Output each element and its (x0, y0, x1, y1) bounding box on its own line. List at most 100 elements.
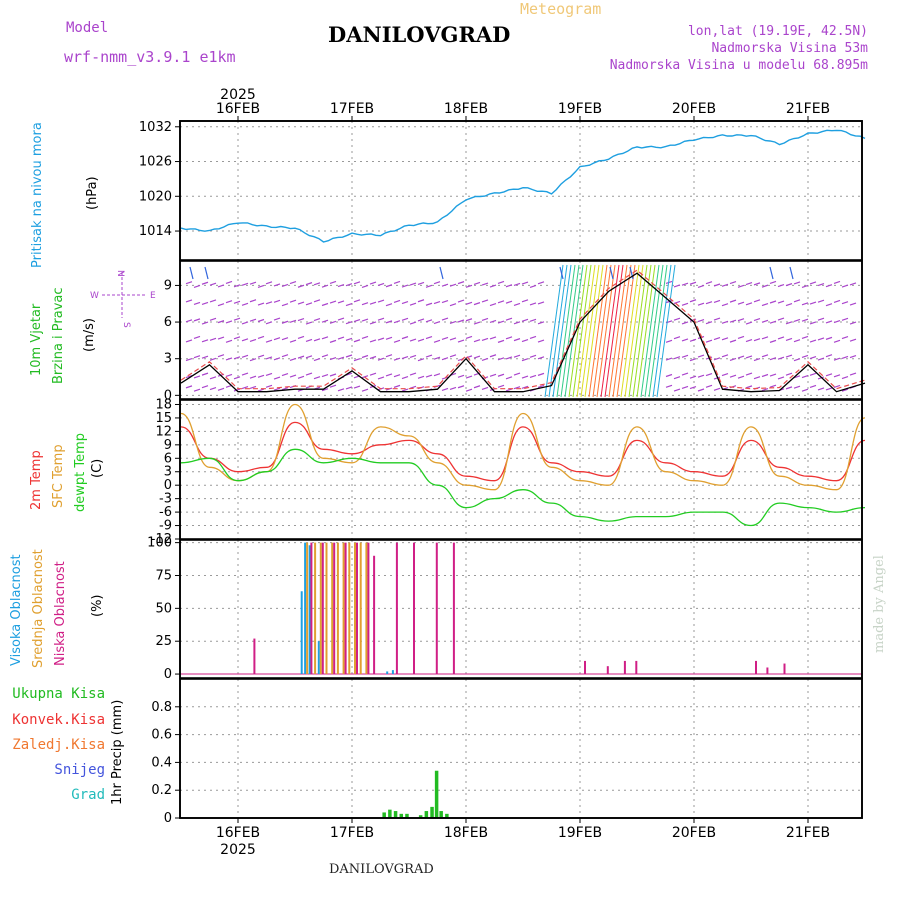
y-tick-label: 0 (164, 388, 172, 403)
wind-arrow (745, 385, 753, 389)
wind-arrow (513, 354, 521, 358)
wind-arrow (465, 375, 473, 379)
model-label: Model (66, 20, 109, 36)
wind-arrow (817, 299, 825, 303)
wind-arrow-down (629, 266, 634, 280)
wind-arrow (281, 303, 289, 307)
wind-arrow (505, 284, 513, 288)
wind-arrow (417, 318, 425, 322)
wind-arrow (305, 355, 313, 359)
legend-konvek-kisa: Konvek.Kisa (12, 712, 105, 728)
wind-arrow (769, 300, 777, 304)
wind-arrow (233, 317, 241, 321)
wind-arrow (721, 337, 729, 341)
wind-arrow (849, 321, 857, 325)
wind-arrow (353, 385, 361, 389)
wind-arrow (385, 373, 393, 377)
wind-arrow (745, 338, 753, 343)
year-label-top: 2025 (220, 87, 256, 103)
wind-arrow (289, 357, 297, 361)
y-tick-label: 0 (164, 478, 172, 493)
wind-arrow (761, 388, 769, 392)
y-tick-label: 0.6 (151, 728, 172, 743)
wind-arrow (841, 301, 849, 305)
wind-arrow (193, 388, 201, 392)
y-tick-label: 18 (155, 397, 172, 412)
wind-arrow-down (789, 266, 794, 280)
wind-arrow (465, 284, 473, 288)
cloud-mid-bar (348, 542, 351, 675)
model-altitude-label: Nadmorska Visina u modelu 68.895m (609, 58, 868, 73)
y-tick-label: 1014 (139, 224, 172, 239)
wind-arrow (521, 358, 529, 362)
wind-arrow (673, 336, 681, 340)
wind-arrow (849, 282, 857, 286)
wind-arrow (793, 318, 801, 323)
wind-arrow (409, 354, 417, 359)
wind-arrow (209, 357, 217, 361)
wind-arrow (737, 375, 745, 379)
year-label-bottom: 2025 (220, 842, 256, 858)
y-tick-label: 0 (164, 811, 172, 826)
y-tick-label: 6 (164, 451, 172, 466)
cloud-low-bar (373, 555, 376, 675)
cloud-low-bar (635, 660, 638, 675)
wind-arrow (185, 358, 193, 362)
wind-arrow (529, 354, 537, 358)
wind-arrow (313, 282, 321, 286)
cloud-high-bar (304, 542, 307, 675)
wind-arrow (377, 299, 385, 303)
wind-arrow (841, 388, 849, 392)
wind-arrow (241, 372, 249, 376)
wind-arrow (793, 339, 801, 343)
wind-arrow (249, 299, 257, 303)
wind-arrow (497, 320, 505, 324)
cloud-low-bar (356, 542, 358, 675)
wind-arrow (849, 354, 857, 359)
y-tick-label: 1020 (139, 189, 172, 204)
cloud-low-bar (413, 542, 415, 675)
wind-arrow (249, 358, 257, 362)
wind-arrow (793, 281, 801, 285)
wind-arrow (409, 321, 417, 325)
wind-arrow (761, 302, 769, 307)
wind-arrow (825, 373, 833, 377)
wind-arrow (849, 302, 857, 306)
wind-arrow (233, 336, 241, 340)
wind-arrow (393, 320, 401, 324)
wind-arrow (817, 376, 825, 380)
wind-arrow (273, 299, 281, 303)
wind-arrow (217, 336, 225, 340)
wind-arrow (297, 317, 305, 322)
wind-arrow (753, 317, 761, 322)
wind-arrow (473, 385, 481, 389)
wind-barb (572, 264, 592, 398)
wind-arrow (193, 284, 201, 288)
precip-bar (382, 812, 386, 818)
wind-arrow (801, 284, 809, 288)
wind-arrow (329, 280, 337, 285)
wind-barb (596, 264, 616, 398)
wind-arrow (785, 337, 793, 342)
wind-speed-line (180, 272, 866, 393)
wind-arrow (529, 318, 537, 322)
wind-arrow (489, 373, 497, 377)
wind-arrow (321, 319, 329, 323)
wind-arrow (825, 387, 833, 391)
wind-arrow (257, 302, 265, 306)
wind-arrow (513, 386, 521, 390)
wind-barb (620, 264, 640, 398)
wind-arrow (393, 357, 401, 361)
panel-frame (179, 120, 863, 261)
wind-arrow (369, 321, 377, 325)
wind-arrow (457, 374, 465, 378)
wind-arrow (809, 356, 817, 360)
legend-zaledj-kisa: Zaledj.Kisa (12, 737, 105, 753)
wind-arrow (425, 302, 433, 306)
wind-arrow (521, 299, 529, 303)
wind-barb (600, 264, 620, 398)
wind-arrow (505, 356, 513, 360)
wind-arrow (417, 299, 425, 303)
cloud-high-bar (391, 670, 394, 675)
wind-arrow (497, 357, 505, 361)
